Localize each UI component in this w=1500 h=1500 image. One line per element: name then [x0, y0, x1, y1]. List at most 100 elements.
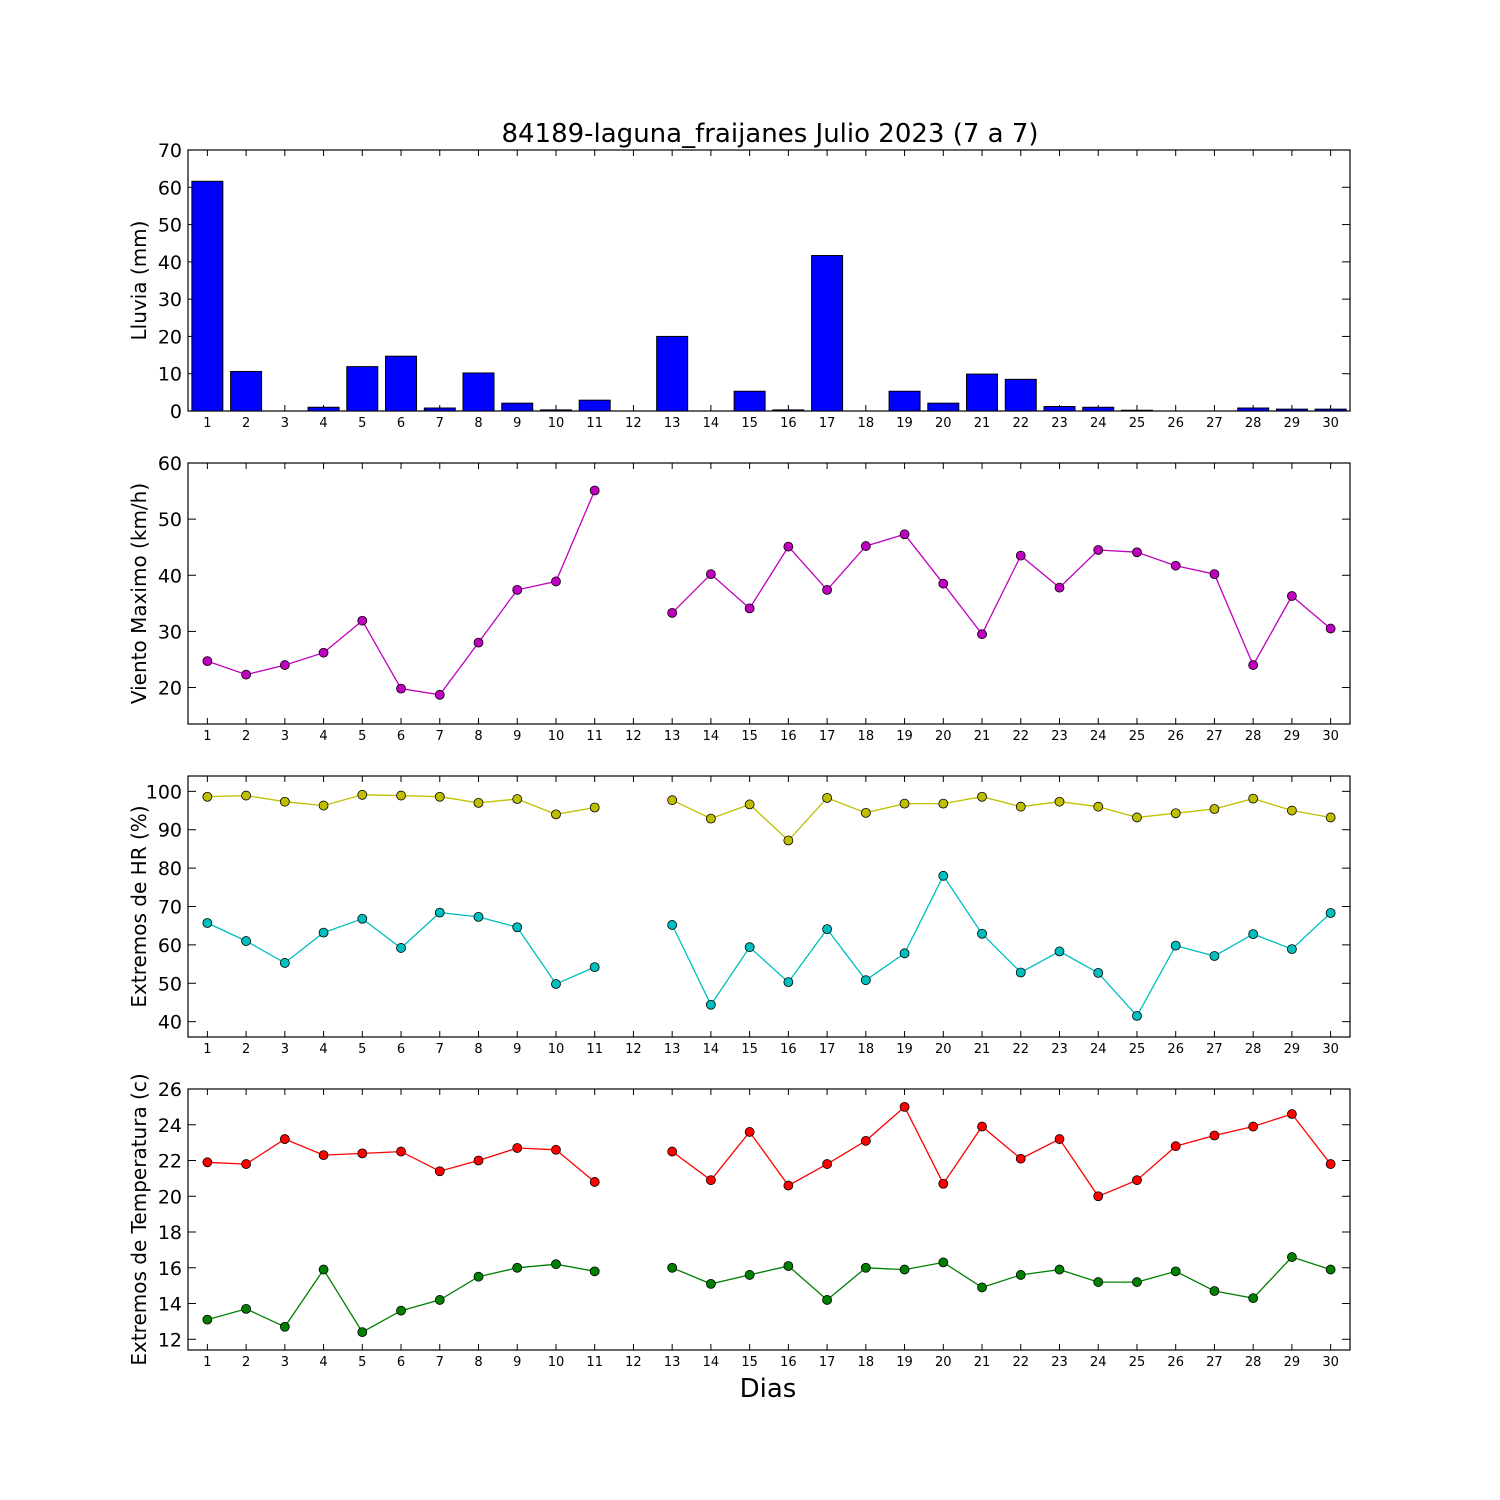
- x-tick-label: 14: [703, 416, 720, 431]
- x-tick-label: 7: [436, 1355, 444, 1370]
- series-2-line: [671, 1256, 1331, 1301]
- x-tick-label: 18: [858, 416, 875, 431]
- series-1-line: [671, 533, 1332, 667]
- series-1-point-day-18: [860, 541, 871, 551]
- series-1-point-day-6: [396, 1146, 406, 1157]
- series-1-point-day-23: [1054, 796, 1065, 807]
- series-1-line: [671, 796, 1331, 842]
- series-1-point-day-16: [783, 1180, 794, 1191]
- x-tick-label: 25: [1129, 1355, 1146, 1370]
- series-2-point-day-5: [357, 1327, 368, 1338]
- series-1-point-day-17: [822, 792, 832, 803]
- series-2-point-day-7: [434, 1295, 445, 1305]
- x-tick-label: 11: [586, 416, 603, 431]
- x-axis-label: Dias: [740, 1374, 797, 1404]
- series-1-point-day-2: [241, 669, 252, 680]
- series-2-point-day-30: [1325, 908, 1336, 918]
- x-tick-label: 18: [858, 729, 875, 744]
- rain-bar-day-15: [733, 390, 766, 412]
- series-1-point-day-6: [396, 790, 406, 801]
- series-1-point-day-7: [434, 689, 445, 700]
- x-tick-label: 10: [548, 1042, 565, 1057]
- x-tick-label: 11: [586, 1355, 603, 1370]
- x-tick-label: 16: [780, 729, 797, 744]
- x-tick-label: 1: [203, 1355, 211, 1370]
- series-1-point-day-30: [1325, 812, 1336, 823]
- x-tick-label: 30: [1322, 729, 1339, 744]
- x-tick-label: 9: [513, 1042, 521, 1057]
- y-tick-label: 100: [146, 781, 182, 803]
- x-tick-label: 27: [1206, 416, 1223, 431]
- series-1-point-day-30: [1325, 623, 1336, 634]
- x-tick-label: 20: [935, 1042, 952, 1057]
- rain-bar-day-23: [1043, 406, 1076, 412]
- series-1-line: [207, 1138, 596, 1183]
- y-tick-label: 80: [158, 858, 182, 880]
- x-tick-label: 15: [741, 1355, 758, 1370]
- x-tick-label: 15: [741, 729, 758, 744]
- series-1-point-day-4: [318, 1150, 329, 1161]
- x-tick-label: 4: [319, 1042, 327, 1057]
- rain-bar-day-16: [772, 409, 805, 412]
- x-tick-label: 13: [664, 729, 681, 744]
- x-tick-label: 12: [625, 729, 642, 744]
- series-1-point-day-10: [551, 809, 561, 820]
- x-tick-label: 11: [586, 729, 603, 744]
- y-tick-label: 14: [158, 1294, 182, 1316]
- y-tick-label: 12: [158, 1329, 182, 1351]
- series-1-point-day-29: [1287, 805, 1297, 816]
- series-1-point-day-4: [318, 647, 329, 658]
- series-1-point-day-11: [589, 485, 600, 496]
- x-tick-label: 10: [548, 1355, 565, 1370]
- series-1-point-day-22: [1015, 1153, 1026, 1164]
- series-1-point-day-28: [1248, 793, 1259, 804]
- series-2-point-day-11: [589, 962, 600, 973]
- y-tick-label: 10: [158, 364, 182, 386]
- series-2-point-day-22: [1015, 967, 1026, 978]
- series-2-point-day-27: [1209, 1286, 1220, 1296]
- x-tick-label: 13: [664, 1355, 681, 1370]
- series-1-point-day-16: [783, 541, 794, 552]
- x-tick-label: 24: [1090, 729, 1107, 744]
- series-2-point-day-20: [938, 870, 949, 881]
- x-tick-label: 21: [974, 1042, 991, 1057]
- series-1-point-day-21: [977, 791, 987, 802]
- x-tick-label: 12: [625, 1355, 642, 1370]
- rain-bar-day-29: [1275, 408, 1308, 412]
- y-tick-label: 30: [158, 621, 182, 643]
- rain-bar-day-7: [423, 407, 456, 412]
- series-1-line: [207, 490, 596, 696]
- series-1-point-day-21: [977, 1121, 987, 1132]
- x-tick-label: 9: [513, 729, 521, 744]
- x-tick-label: 16: [780, 416, 797, 431]
- rain-bar-day-8: [462, 372, 495, 412]
- series-1-point-day-2: [241, 1159, 252, 1169]
- series-1-point-day-2: [241, 790, 252, 801]
- rain-bar-day-5: [346, 366, 379, 412]
- series-2-point-day-18: [860, 975, 871, 986]
- plot-frame: [187, 149, 1351, 412]
- series-1-point-day-21: [977, 629, 987, 640]
- y-tick-label: 16: [158, 1258, 182, 1280]
- y-tick-label: 90: [158, 820, 182, 842]
- y-axis-label: Lluvia (mm): [127, 221, 151, 341]
- series-1-point-day-27: [1209, 569, 1220, 580]
- x-tick-label: 19: [896, 1355, 913, 1370]
- x-tick-label: 29: [1284, 1355, 1301, 1370]
- x-tick-label: 2: [242, 1042, 250, 1057]
- series-1-point-day-6: [396, 683, 406, 694]
- series-2-line: [671, 874, 1332, 1018]
- x-tick-label: 23: [1051, 729, 1068, 744]
- series-2-point-day-10: [551, 1259, 561, 1270]
- x-tick-label: 1: [203, 416, 211, 431]
- series-1-point-day-17: [822, 1159, 832, 1169]
- x-tick-label: 28: [1245, 1355, 1262, 1370]
- rain-bar-day-28: [1237, 407, 1270, 412]
- y-tick-label: 18: [158, 1222, 182, 1244]
- y-axis-label: Extremos de Temperatura (c): [127, 1073, 151, 1365]
- series-2-point-day-15: [744, 942, 755, 953]
- series-2-point-day-14: [706, 1278, 716, 1289]
- series-1-point-day-3: [279, 1134, 290, 1144]
- series-1-point-day-29: [1287, 591, 1297, 601]
